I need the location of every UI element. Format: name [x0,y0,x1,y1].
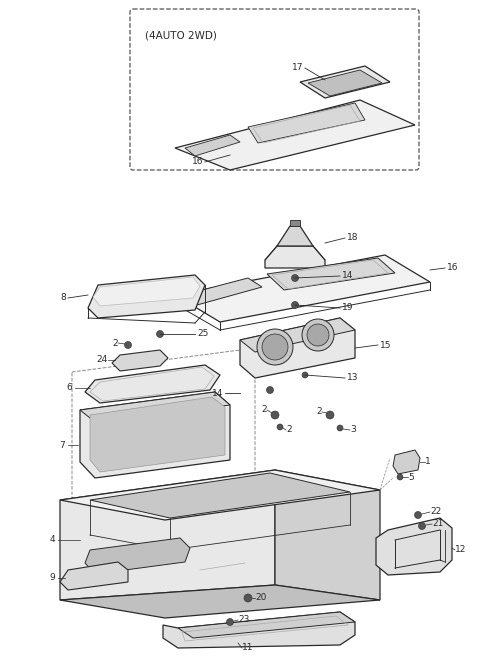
Text: 6: 6 [66,384,72,392]
Polygon shape [178,612,355,638]
Text: 2: 2 [316,407,322,417]
Polygon shape [300,66,390,98]
Polygon shape [93,277,200,306]
Text: 24: 24 [97,356,108,365]
Text: (4AUTO 2WD): (4AUTO 2WD) [145,30,217,40]
Polygon shape [85,365,220,403]
Polygon shape [183,278,262,305]
Polygon shape [175,100,415,170]
Circle shape [415,512,421,518]
Circle shape [326,411,334,419]
Circle shape [257,329,293,365]
Circle shape [397,474,403,480]
Text: 9: 9 [49,573,55,583]
Polygon shape [85,538,190,574]
Circle shape [227,619,233,626]
Polygon shape [60,585,380,618]
Text: 8: 8 [60,293,66,302]
Text: 2: 2 [112,338,118,348]
Polygon shape [265,246,325,268]
Circle shape [302,372,308,378]
Text: 1: 1 [425,457,431,466]
Text: 2: 2 [262,405,267,415]
Text: 4: 4 [49,535,55,544]
Circle shape [262,334,288,360]
Polygon shape [80,392,230,422]
Polygon shape [60,470,380,520]
Text: 17: 17 [291,64,303,73]
Polygon shape [248,103,365,143]
Text: 3: 3 [350,426,356,434]
Polygon shape [240,318,355,352]
Text: 12: 12 [455,546,467,554]
Text: 7: 7 [59,440,65,449]
Text: 19: 19 [342,304,353,312]
Text: 13: 13 [347,373,359,382]
Text: 2: 2 [286,426,292,434]
Circle shape [277,424,283,430]
Circle shape [291,302,299,308]
Circle shape [337,425,343,431]
Polygon shape [112,350,168,371]
Polygon shape [290,220,300,226]
Polygon shape [277,226,313,246]
Polygon shape [88,275,205,318]
Text: 18: 18 [347,234,359,243]
Circle shape [302,319,334,351]
Text: 5: 5 [408,472,414,482]
Polygon shape [60,470,275,600]
Polygon shape [275,470,380,600]
Circle shape [124,342,132,348]
Polygon shape [175,255,430,322]
Text: 14: 14 [342,272,353,281]
Polygon shape [376,518,452,575]
Text: 16: 16 [192,157,203,167]
Circle shape [271,411,279,419]
Polygon shape [60,562,128,590]
Text: 16: 16 [447,264,458,272]
Circle shape [419,522,425,529]
Text: 15: 15 [380,340,392,350]
Text: 14: 14 [212,388,223,398]
Text: 23: 23 [238,615,250,625]
Circle shape [244,594,252,602]
Text: 20: 20 [255,594,266,602]
Circle shape [291,274,299,281]
Polygon shape [80,392,230,478]
Circle shape [266,386,274,394]
Text: 22: 22 [430,508,441,516]
Polygon shape [393,450,420,474]
Polygon shape [240,318,355,378]
Polygon shape [90,473,350,518]
Circle shape [156,331,164,337]
Text: 21: 21 [432,520,444,529]
Polygon shape [185,135,240,156]
Text: 25: 25 [197,329,208,338]
Polygon shape [90,397,225,472]
Text: 11: 11 [242,644,253,653]
Polygon shape [308,70,382,96]
Polygon shape [267,258,395,290]
Polygon shape [163,612,355,648]
Circle shape [307,324,329,346]
